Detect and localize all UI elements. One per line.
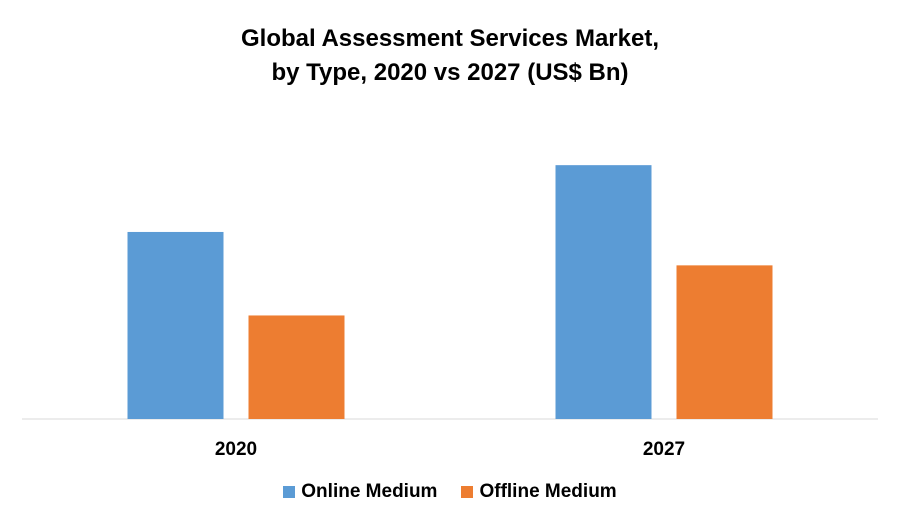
bar-offline-medium-2020	[248, 315, 345, 419]
legend-item-offline: Offline Medium	[461, 481, 617, 503]
x-tick-label-2020: 2020	[215, 439, 257, 460]
chart-title-block: Global Assessment Services Market, by Ty…	[0, 22, 900, 90]
x-tick-labels: 2020 2027	[215, 439, 685, 460]
chart-subtitle: by Type, 2020 vs 2027 (US$ Bn)	[271, 59, 629, 86]
legend: Online Medium Offline Medium	[0, 481, 900, 503]
chart-title: Global Assessment Services Market,	[241, 25, 659, 52]
bar-offline-medium-2027	[676, 265, 773, 419]
legend-item-online: Online Medium	[283, 481, 437, 503]
legend-label-offline: Offline Medium	[479, 481, 617, 502]
legend-swatch-offline	[461, 486, 474, 498]
legend-swatch-online	[283, 486, 296, 498]
bar-online-medium-2020	[127, 231, 224, 419]
bars-group	[127, 165, 773, 419]
legend-label-online: Online Medium	[301, 481, 438, 502]
bar-online-medium-2027	[555, 165, 652, 419]
x-tick-label-2027: 2027	[643, 439, 685, 460]
